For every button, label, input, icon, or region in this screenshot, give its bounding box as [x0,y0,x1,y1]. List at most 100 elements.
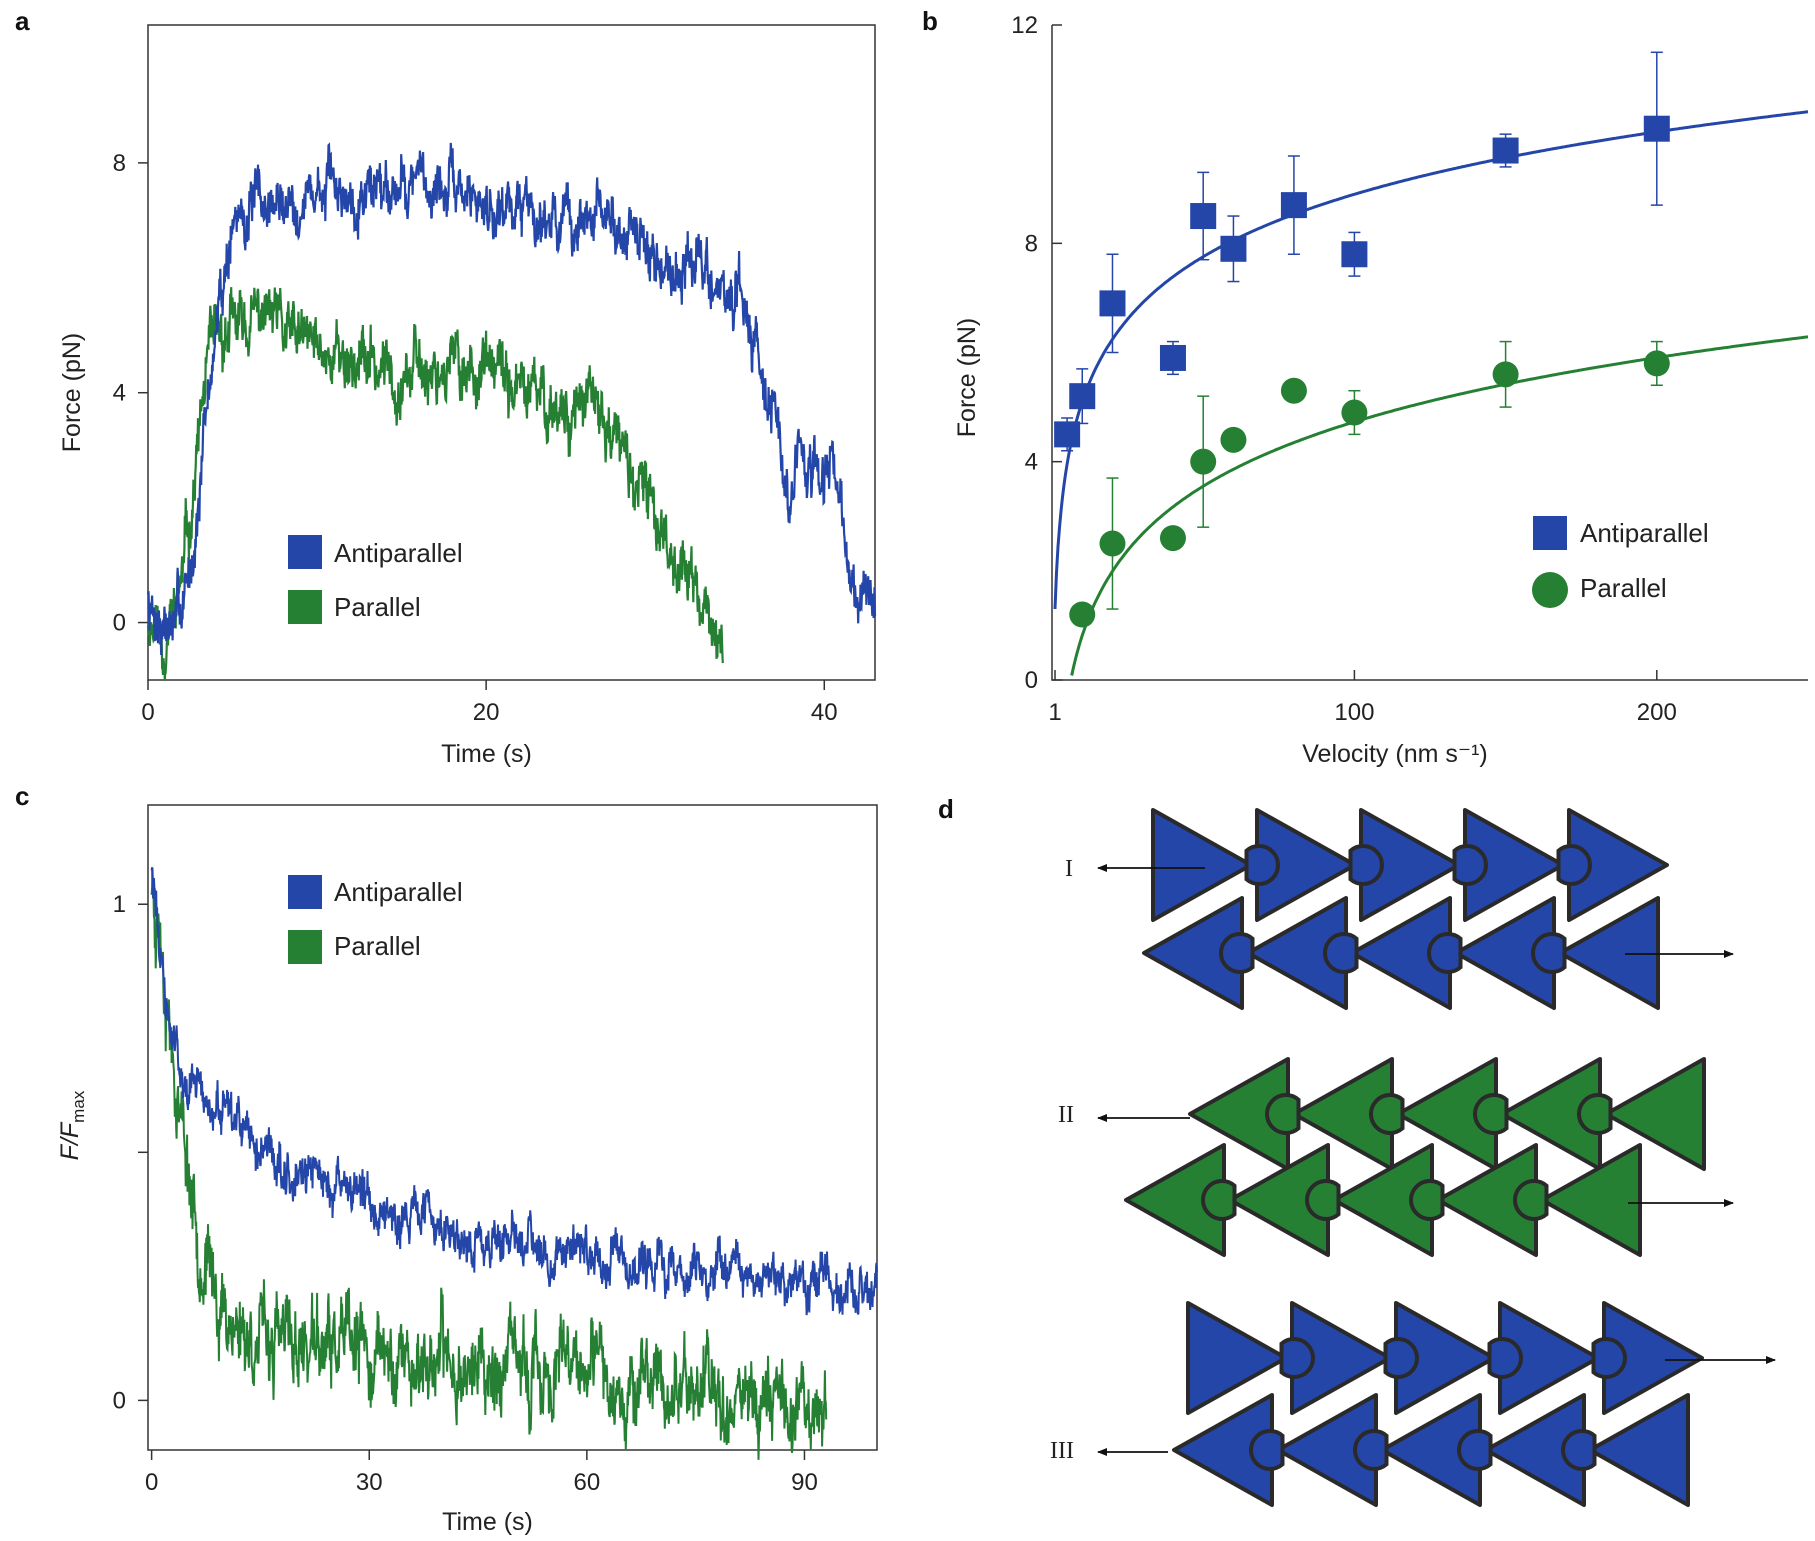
series-antiparallel-line [146,142,877,656]
x-tick-label: 100 [1334,699,1374,726]
y-axis-label: Force (pN) [953,318,981,437]
panel-letter-d: d [938,794,954,824]
x-tick-label: 90 [791,1469,818,1496]
motor-joint [1472,1093,1509,1135]
motor-joint [1264,1093,1301,1135]
motor-joint [1383,1337,1420,1379]
y-tick-label: 4 [1025,449,1038,476]
point-antiparallel [1643,115,1670,142]
motor-joint [1352,1429,1389,1471]
y-tick-label: 1 [113,891,126,918]
motor-joint [1530,932,1567,974]
point-parallel [1492,361,1519,388]
motor-joint [1248,1429,1285,1471]
legend-label-antiparallel: Antiparallel [334,877,463,907]
motor-joint [1244,844,1281,886]
point-antiparallel [1492,137,1519,164]
panel-c-chart: 0 30 60 90 0 1 Time (s) F/Fmax Antiparallel Paral… [56,804,878,1536]
motor-joint [1591,1337,1628,1379]
panel-c-frame [147,804,878,1451]
motor-joint [1368,1093,1405,1135]
point-antiparallel [1069,383,1096,410]
motor-joint [1348,844,1385,886]
y-axis-label: Force (pN) [58,333,86,452]
motor-triangle [1186,1301,1288,1415]
motor-joint [1452,844,1489,886]
point-antiparallel [1220,235,1247,262]
panel-a-chart: 0 20 40 0 4 8 Time (s) Force (pN) Antiparallel Pa… [58,24,877,768]
motor-joint [1576,1093,1613,1135]
panel-a-frame [147,24,876,681]
x-tick-label: 20 [473,699,500,726]
motor-joint [1556,844,1593,886]
legend-label-parallel: Parallel [334,592,421,622]
point-antiparallel [1159,344,1186,371]
x-tick-label: 200 [1637,699,1677,726]
motor-triangle [1604,1057,1706,1171]
motor-joint [1218,932,1255,974]
x-tick-label: 0 [141,699,154,726]
legend-label-parallel: Parallel [334,931,421,961]
motor-joint [1408,1179,1445,1221]
point-parallel [1069,601,1096,628]
motor-joint [1304,1179,1341,1221]
y-tick-label: 0 [113,1387,126,1414]
point-antiparallel [1341,241,1368,268]
panel-letter-a: a [15,6,30,36]
y-tick-label: 8 [113,150,126,177]
roman-label-3: III [1050,1438,1074,1464]
point-antiparallel [1190,203,1217,230]
panel-letter-c: c [15,781,29,811]
series-parallel-line [150,867,828,1460]
motor-joint [1456,1429,1493,1471]
motor-joint [1487,1337,1524,1379]
fit-curve-parallel [1070,335,1809,676]
panel-letter-b: b [922,6,938,36]
roman-label-1: I [1065,856,1073,882]
series-antiparallel-line [150,867,878,1316]
point-parallel [1341,399,1368,426]
legend-label-parallel: Parallel [1580,573,1667,603]
motor-joint [1426,932,1463,974]
legend-swatch-parallel [288,930,322,964]
motor-joint [1200,1179,1237,1221]
y-axis-label-subscript: max [69,1090,88,1123]
y-tick-label: 12 [1011,12,1038,39]
point-parallel [1099,530,1126,557]
legend-swatch-antiparallel [1533,516,1567,550]
legend-label-antiparallel: Antiparallel [334,538,463,568]
motor-triangle [1588,1393,1690,1507]
point-parallel [1280,377,1307,404]
point-parallel [1220,426,1247,453]
panel-b-chart: 1 100 200 0 4 8 12 Velocity (nm s⁻¹) Force (pN) A… [953,12,1809,768]
point-parallel [1159,525,1186,552]
legend-swatch-antiparallel [288,875,322,909]
motor-triangle [1540,1143,1642,1257]
x-tick-label: 1 [1048,699,1061,726]
motor-triangle [1151,808,1253,922]
motor-joint [1322,932,1359,974]
x-axis-label: Time (s) [442,1508,533,1536]
legend-swatch-parallel [1532,572,1568,608]
motor-joint [1560,1429,1597,1471]
x-tick-label: 30 [356,1469,383,1496]
y-tick-label: 0 [1025,667,1038,694]
legend-swatch-parallel [288,590,322,624]
y-tick-label: 4 [113,380,126,407]
point-parallel [1643,350,1670,377]
motor-joint [1279,1337,1316,1379]
y-tick-label: 8 [1025,230,1038,257]
motor-joint [1512,1179,1549,1221]
legend-swatch-antiparallel [288,535,322,569]
x-tick-label: 60 [573,1469,600,1496]
fit-curve-antiparallel [1053,110,1809,610]
point-antiparallel [1280,192,1307,219]
x-axis-label: Time (s) [441,740,532,768]
x-axis-label: Velocity (nm s⁻¹) [1302,740,1487,768]
roman-label-2: II [1058,1102,1074,1128]
y-tick-label: 0 [113,610,126,637]
x-tick-label: 40 [811,699,838,726]
point-antiparallel [1054,421,1081,448]
motor-triangle [1558,896,1660,1010]
